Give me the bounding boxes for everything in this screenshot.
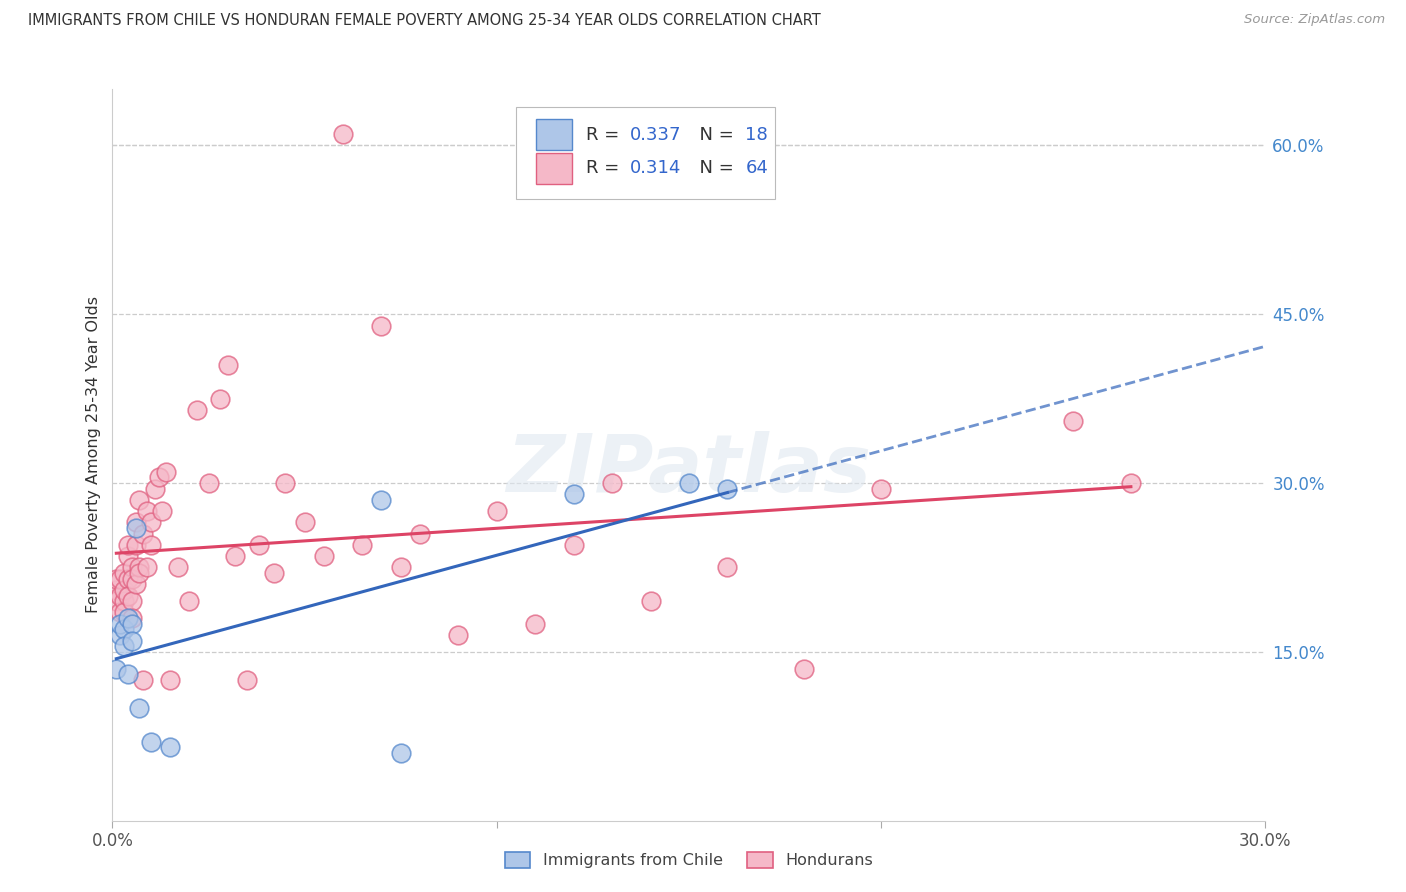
Point <box>124 521 146 535</box>
Point <box>186 403 208 417</box>
Legend: Immigrants from Chile, Hondurans: Immigrants from Chile, Hondurans <box>498 846 880 875</box>
Point <box>117 589 139 603</box>
Point <box>409 526 432 541</box>
Text: 18: 18 <box>745 126 768 144</box>
Text: ZIPatlas: ZIPatlas <box>506 431 872 508</box>
FancyBboxPatch shape <box>536 120 572 150</box>
Point <box>524 616 547 631</box>
Point <box>370 492 392 507</box>
Point <box>121 611 143 625</box>
Point <box>179 594 201 608</box>
Point <box>108 572 131 586</box>
Text: N =: N = <box>688 159 740 178</box>
Point <box>108 589 131 603</box>
Point <box>139 735 162 749</box>
Point <box>121 616 143 631</box>
Point <box>209 392 232 406</box>
Text: Source: ZipAtlas.com: Source: ZipAtlas.com <box>1244 13 1385 27</box>
Point <box>132 673 155 687</box>
Point <box>217 358 239 372</box>
Point <box>105 572 128 586</box>
Point <box>1062 414 1084 428</box>
Point <box>108 628 131 642</box>
Point <box>389 560 412 574</box>
Point <box>108 606 131 620</box>
Text: 0.337: 0.337 <box>630 126 682 144</box>
Point <box>166 560 188 574</box>
Point <box>263 566 285 580</box>
Point <box>139 538 162 552</box>
Point <box>148 470 170 484</box>
Point <box>236 673 259 687</box>
Point <box>447 628 470 642</box>
Point <box>105 594 128 608</box>
Point <box>312 549 335 564</box>
Point <box>121 594 143 608</box>
Point <box>121 560 143 574</box>
Point <box>678 476 700 491</box>
Point <box>136 504 159 518</box>
Point <box>112 606 135 620</box>
Point <box>155 465 177 479</box>
Text: 64: 64 <box>745 159 768 178</box>
Point <box>136 560 159 574</box>
Point <box>197 476 219 491</box>
Text: N =: N = <box>688 126 740 144</box>
FancyBboxPatch shape <box>516 108 776 199</box>
Point <box>716 482 738 496</box>
Point <box>124 516 146 530</box>
Point <box>1119 476 1142 491</box>
Point <box>112 594 135 608</box>
Text: R =: R = <box>586 159 626 178</box>
Point <box>139 516 162 530</box>
Point <box>117 538 139 552</box>
Point <box>128 560 150 574</box>
Text: 0.314: 0.314 <box>630 159 682 178</box>
Point <box>117 611 139 625</box>
Point <box>112 623 135 637</box>
Point <box>105 582 128 597</box>
Point <box>332 127 354 141</box>
Point <box>128 566 150 580</box>
Text: IMMIGRANTS FROM CHILE VS HONDURAN FEMALE POVERTY AMONG 25-34 YEAR OLDS CORRELATI: IMMIGRANTS FROM CHILE VS HONDURAN FEMALE… <box>28 13 821 29</box>
Point <box>112 566 135 580</box>
Text: R =: R = <box>586 126 626 144</box>
Point <box>352 538 374 552</box>
Point <box>600 476 623 491</box>
Point <box>159 673 181 687</box>
Point <box>640 594 662 608</box>
Point <box>128 492 150 507</box>
FancyBboxPatch shape <box>536 153 572 184</box>
Point <box>793 662 815 676</box>
Point <box>105 662 128 676</box>
Point <box>124 577 146 591</box>
Point <box>124 538 146 552</box>
Point <box>274 476 297 491</box>
Point <box>143 482 166 496</box>
Point <box>159 740 181 755</box>
Point <box>117 549 139 564</box>
Point <box>389 746 412 760</box>
Point <box>370 318 392 333</box>
Point <box>294 516 316 530</box>
Point <box>108 616 131 631</box>
Point <box>117 572 139 586</box>
Point <box>562 487 585 501</box>
Point <box>247 538 270 552</box>
Point <box>121 633 143 648</box>
Point <box>121 572 143 586</box>
Point <box>132 526 155 541</box>
Point <box>128 701 150 715</box>
Point <box>117 667 139 681</box>
Point <box>716 560 738 574</box>
Point <box>562 538 585 552</box>
Point <box>485 504 508 518</box>
Point <box>112 582 135 597</box>
Point <box>870 482 893 496</box>
Y-axis label: Female Poverty Among 25-34 Year Olds: Female Poverty Among 25-34 Year Olds <box>86 296 101 614</box>
Point <box>112 639 135 653</box>
Point <box>224 549 246 564</box>
Point <box>152 504 174 518</box>
